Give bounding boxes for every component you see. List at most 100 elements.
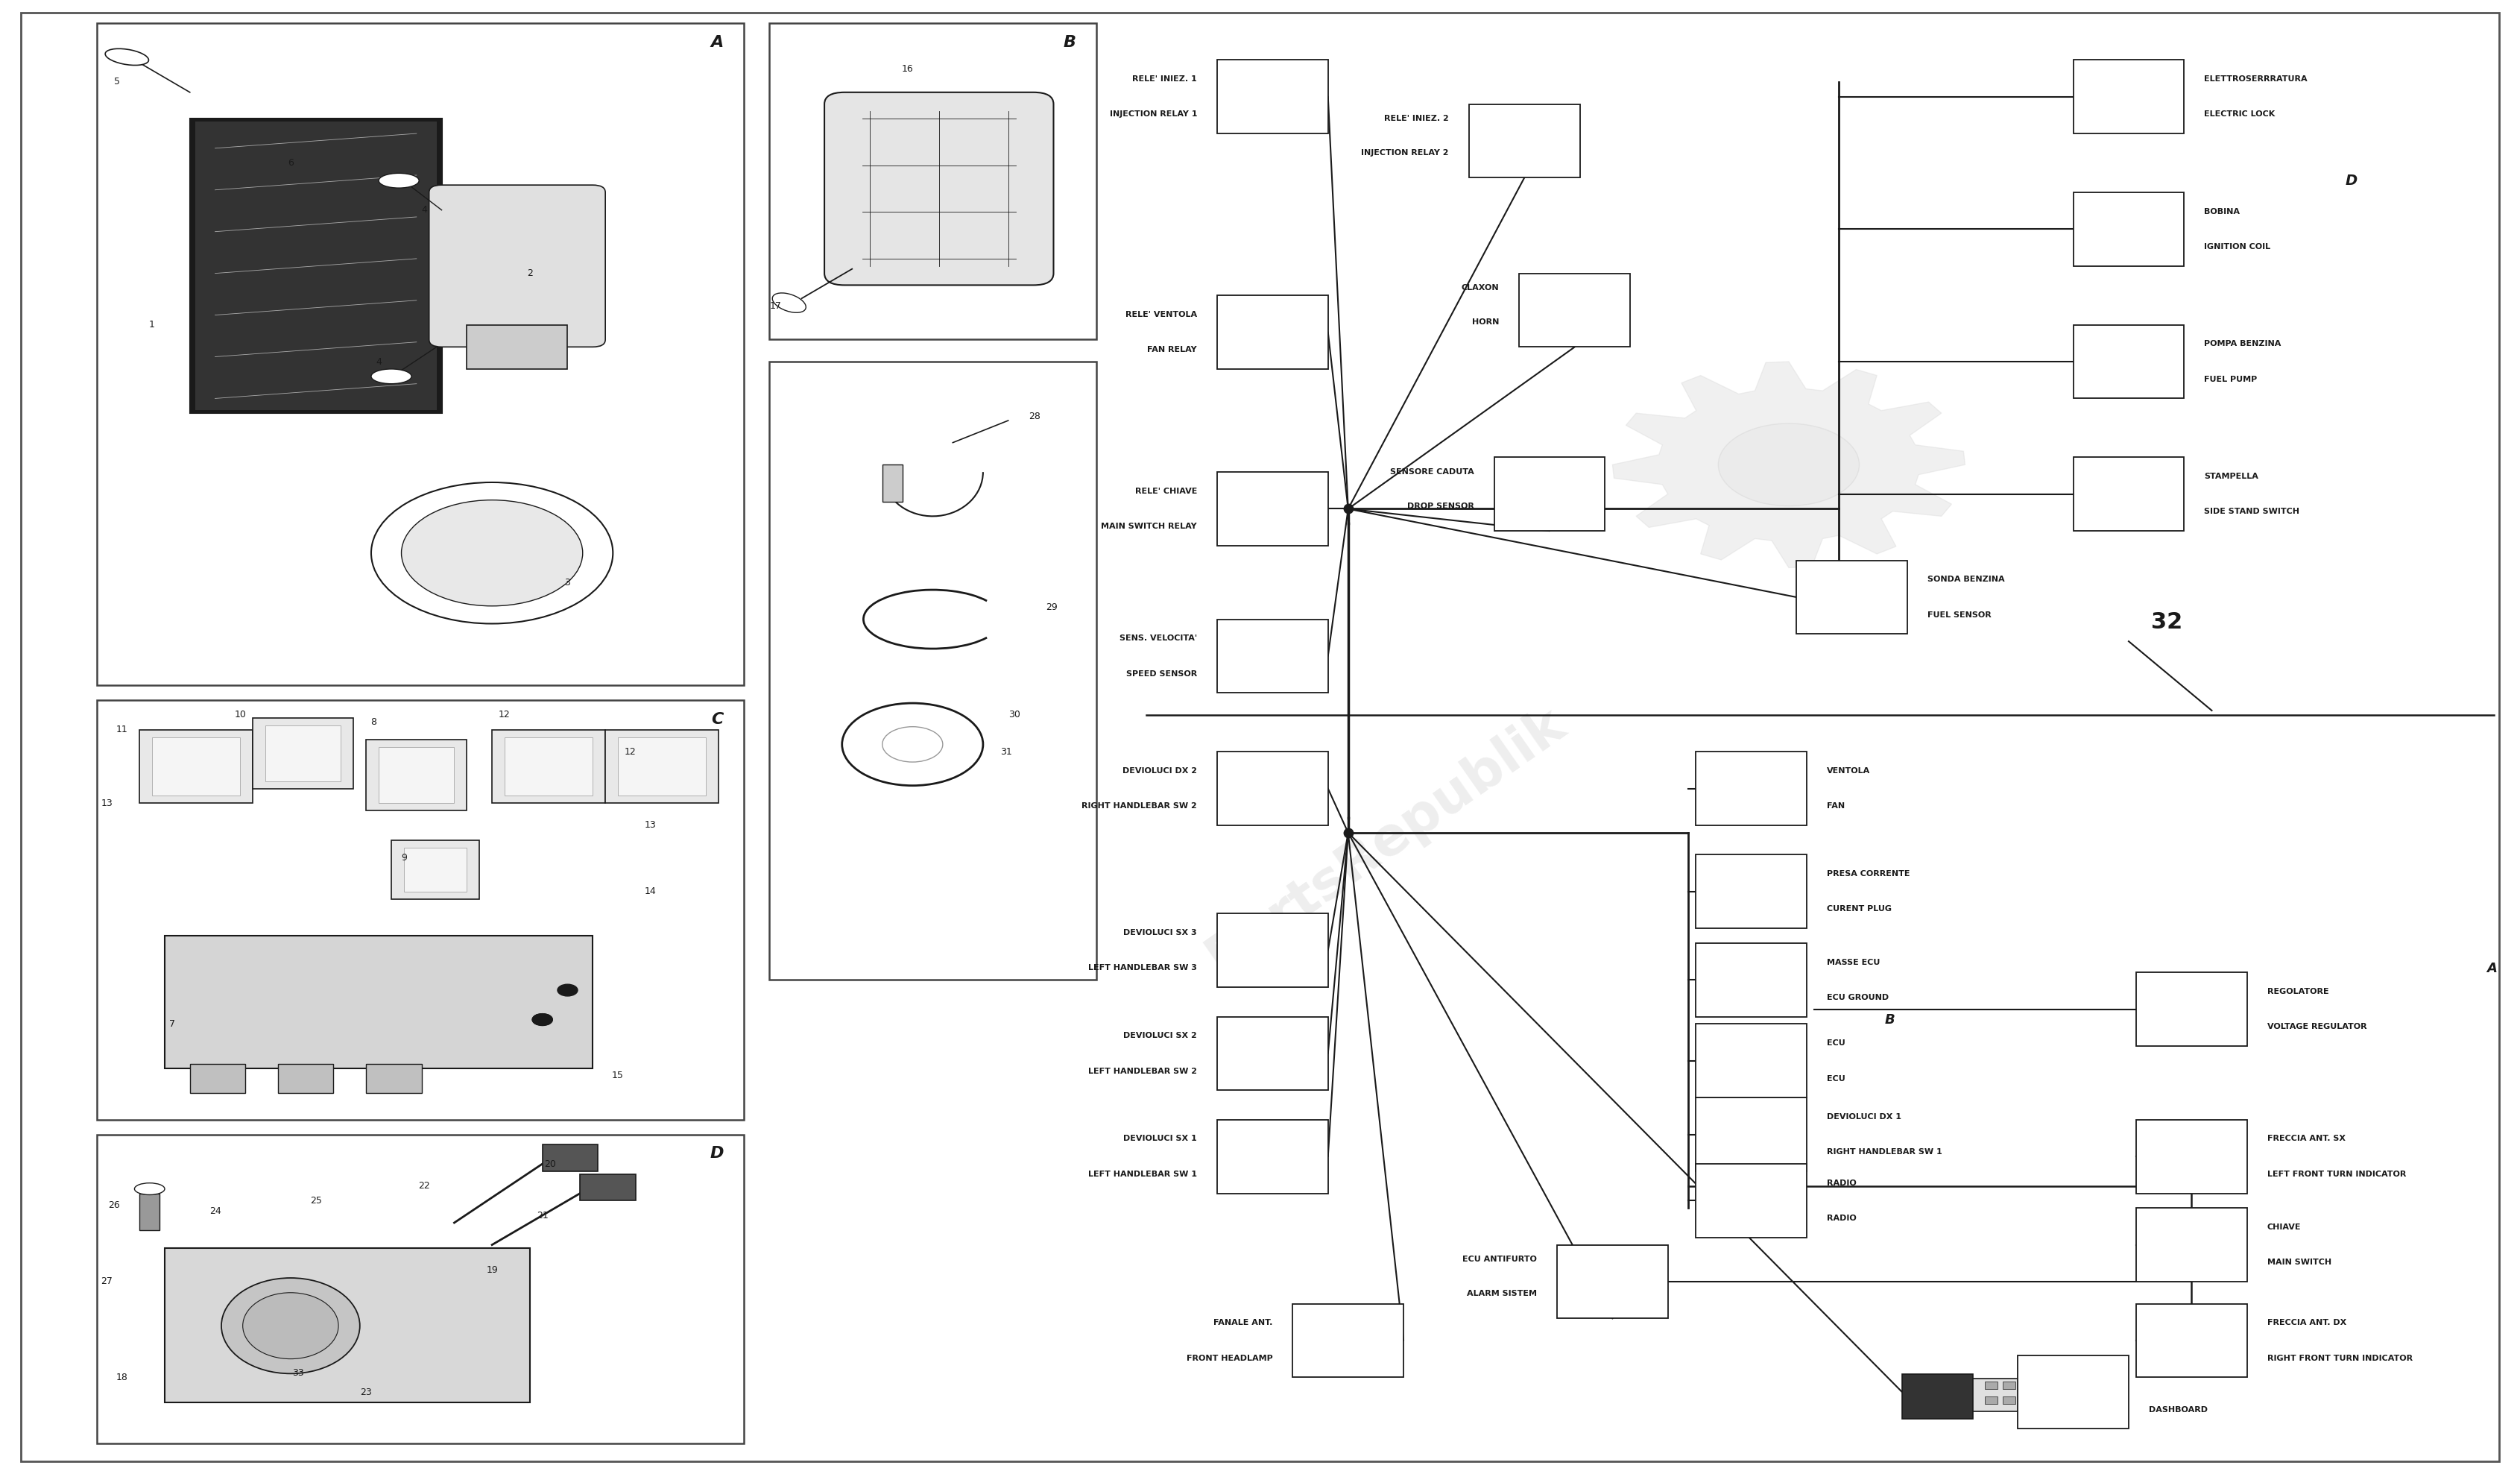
Bar [1469, 105, 1580, 178]
Text: LEFT HANDLEBAR SW 3: LEFT HANDLEBAR SW 3 [1089, 964, 1197, 971]
Text: CLAXON: CLAXON [1462, 284, 1499, 292]
Text: ELECTRIC LOCK: ELECTRIC LOCK [2205, 111, 2276, 118]
Circle shape [1719, 423, 1860, 506]
Text: LEFT HANDLEBAR SW 1: LEFT HANDLEBAR SW 1 [1089, 1170, 1197, 1178]
Bar [2003, 1396, 2016, 1403]
Bar [1217, 1017, 1328, 1091]
Bar [96, 24, 743, 685]
Text: 23: 23 [360, 1387, 373, 1397]
Text: 9: 9 [401, 853, 406, 862]
Text: RADIO: RADIO [1827, 1215, 1857, 1222]
Text: 11: 11 [116, 725, 129, 734]
Text: 10: 10 [234, 710, 247, 719]
Text: VENTOLA: VENTOLA [1827, 766, 1870, 774]
Text: ELETTROSERRRATURA: ELETTROSERRRATURA [2205, 75, 2308, 83]
Text: FANALE ANT.: FANALE ANT. [1215, 1319, 1273, 1327]
Text: 29: 29 [1046, 603, 1058, 612]
Text: ECU ANTIFURTO: ECU ANTIFURTO [1462, 1256, 1537, 1263]
Bar [1973, 1378, 2029, 1411]
Text: SONDA BENZINA: SONDA BENZINA [1928, 576, 2003, 584]
Text: 25: 25 [310, 1195, 323, 1206]
Bar [365, 1064, 421, 1094]
Text: 28: 28 [1028, 411, 1041, 422]
Text: CHIAVE: CHIAVE [2268, 1223, 2301, 1231]
Bar [491, 730, 605, 803]
Bar [1696, 943, 1807, 1017]
Text: DASHBOARD: DASHBOARD [2150, 1406, 2208, 1414]
Bar [378, 747, 454, 803]
Bar [164, 936, 592, 1069]
Text: RELE' VENTOLA: RELE' VENTOLA [1126, 311, 1197, 318]
Bar [1797, 560, 1908, 634]
Circle shape [370, 482, 612, 624]
Ellipse shape [134, 1184, 164, 1195]
Ellipse shape [222, 1278, 360, 1374]
Circle shape [532, 1014, 552, 1026]
Text: LEFT FRONT TURN INDICATOR: LEFT FRONT TURN INDICATOR [2268, 1170, 2407, 1178]
Text: SENS. VELOCITA': SENS. VELOCITA' [1119, 635, 1197, 643]
Text: RIGHT FRONT TURN INDICATOR: RIGHT FRONT TURN INDICATOR [2268, 1355, 2412, 1362]
Text: ALARM SISTEM: ALARM SISTEM [1467, 1290, 1537, 1297]
Bar [1217, 295, 1328, 368]
Text: STAMPELLA: STAMPELLA [2205, 473, 2258, 481]
Text: SPEED SENSOR: SPEED SENSOR [1126, 671, 1197, 678]
Bar [882, 464, 902, 501]
Bar [1696, 1164, 1807, 1238]
Bar [769, 24, 1096, 339]
Text: DEVIOLUCI DX 1: DEVIOLUCI DX 1 [1827, 1113, 1900, 1120]
Text: 27: 27 [101, 1276, 113, 1287]
Circle shape [882, 727, 942, 762]
Circle shape [557, 985, 577, 996]
Bar [1557, 1246, 1668, 1318]
Text: SENSORE CADUTA: SENSORE CADUTA [1391, 469, 1474, 476]
Text: 31: 31 [1000, 747, 1013, 756]
Text: D: D [711, 1147, 723, 1162]
Text: MASSE ECU: MASSE ECU [1827, 958, 1880, 965]
FancyBboxPatch shape [824, 93, 1053, 284]
Text: 6: 6 [287, 158, 292, 168]
Ellipse shape [106, 49, 149, 65]
Text: 3: 3 [564, 578, 570, 587]
Text: FAN RELAY: FAN RELAY [1147, 346, 1197, 354]
Text: RIGHT HANDLEBAR SW 2: RIGHT HANDLEBAR SW 2 [1081, 802, 1197, 809]
Text: INJECTION RELAY 1: INJECTION RELAY 1 [1109, 111, 1197, 118]
Bar [2074, 193, 2185, 265]
Text: 16: 16 [902, 63, 912, 74]
Text: DEVIOLUCI SX 2: DEVIOLUCI SX 2 [1124, 1032, 1197, 1039]
Bar [2137, 1120, 2248, 1194]
Bar [96, 1135, 743, 1443]
Bar [1217, 619, 1328, 693]
Text: 15: 15 [612, 1070, 625, 1080]
Bar [151, 737, 239, 796]
Bar [194, 122, 436, 410]
Text: 2: 2 [527, 268, 532, 279]
FancyBboxPatch shape [428, 186, 605, 346]
Text: C: C [711, 712, 723, 727]
Text: 13: 13 [101, 799, 113, 808]
Bar [1696, 1098, 1807, 1172]
Ellipse shape [378, 174, 418, 189]
Bar [2074, 324, 2185, 398]
Text: PartsRepublik: PartsRepublik [1197, 697, 1575, 983]
Bar [466, 324, 567, 368]
Text: FRONT HEADLAMP: FRONT HEADLAMP [1187, 1355, 1273, 1362]
Bar [580, 1175, 635, 1201]
Bar [504, 737, 592, 796]
Ellipse shape [242, 1293, 338, 1359]
Text: MAIN SWITCH RELAY: MAIN SWITCH RELAY [1101, 523, 1197, 531]
Text: 21: 21 [537, 1210, 549, 1220]
Text: 17: 17 [769, 301, 781, 311]
Text: 4: 4 [375, 357, 381, 367]
Bar [189, 119, 441, 413]
Bar [1986, 1396, 1998, 1403]
Text: FRECCIA ANT. SX: FRECCIA ANT. SX [2268, 1135, 2346, 1142]
Bar [1293, 1303, 1404, 1377]
Text: RELE' INIEZ. 1: RELE' INIEZ. 1 [1131, 75, 1197, 83]
Text: 7: 7 [169, 1019, 176, 1029]
Bar [1696, 752, 1807, 825]
Text: 8: 8 [370, 718, 375, 727]
Bar [2074, 60, 2185, 134]
Text: 13: 13 [645, 821, 658, 830]
Text: POMPA BENZINA: POMPA BENZINA [2205, 340, 2281, 348]
Text: RELE' CHIAVE: RELE' CHIAVE [1134, 488, 1197, 495]
